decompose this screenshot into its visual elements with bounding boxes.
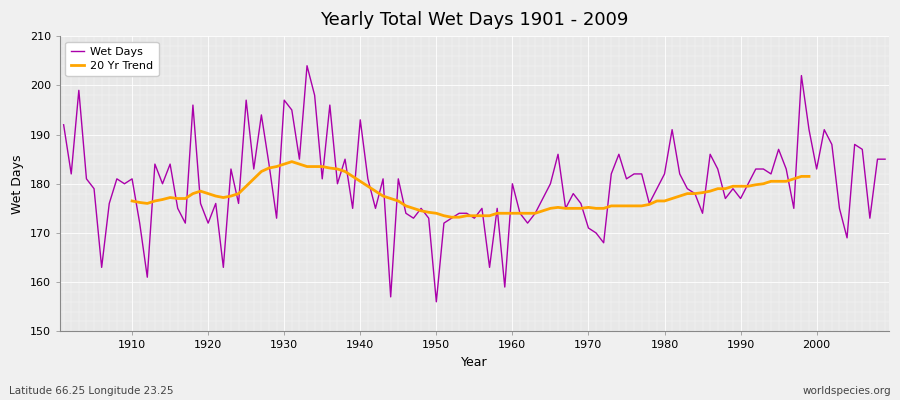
Wet Days [515,211,526,216]
Wet Days [119,181,130,186]
20 Yr Trend [507,211,517,216]
20 Yr Trend [332,167,343,172]
Y-axis label: Wet Days: Wet Days [11,154,24,214]
Wet Days [58,122,69,127]
Wet Days [431,299,442,304]
Legend: Wet Days, 20 Yr Trend: Wet Days, 20 Yr Trend [66,42,158,76]
Wet Days [302,63,312,68]
Wet Days [339,157,350,162]
20 Yr Trend [286,159,297,164]
Line: Wet Days: Wet Days [64,66,885,302]
20 Yr Trend [598,206,609,211]
Wet Days [286,108,297,112]
Wet Days [879,157,890,162]
X-axis label: Year: Year [461,356,488,369]
Text: Latitude 66.25 Longitude 23.25: Latitude 66.25 Longitude 23.25 [9,386,174,396]
20 Yr Trend [500,211,510,216]
Title: Yearly Total Wet Days 1901 - 2009: Yearly Total Wet Days 1901 - 2009 [320,11,628,29]
Wet Days [614,152,625,157]
Wet Days [522,221,533,226]
Line: 20 Yr Trend: 20 Yr Trend [132,162,809,217]
Text: worldspecies.org: worldspecies.org [803,386,891,396]
